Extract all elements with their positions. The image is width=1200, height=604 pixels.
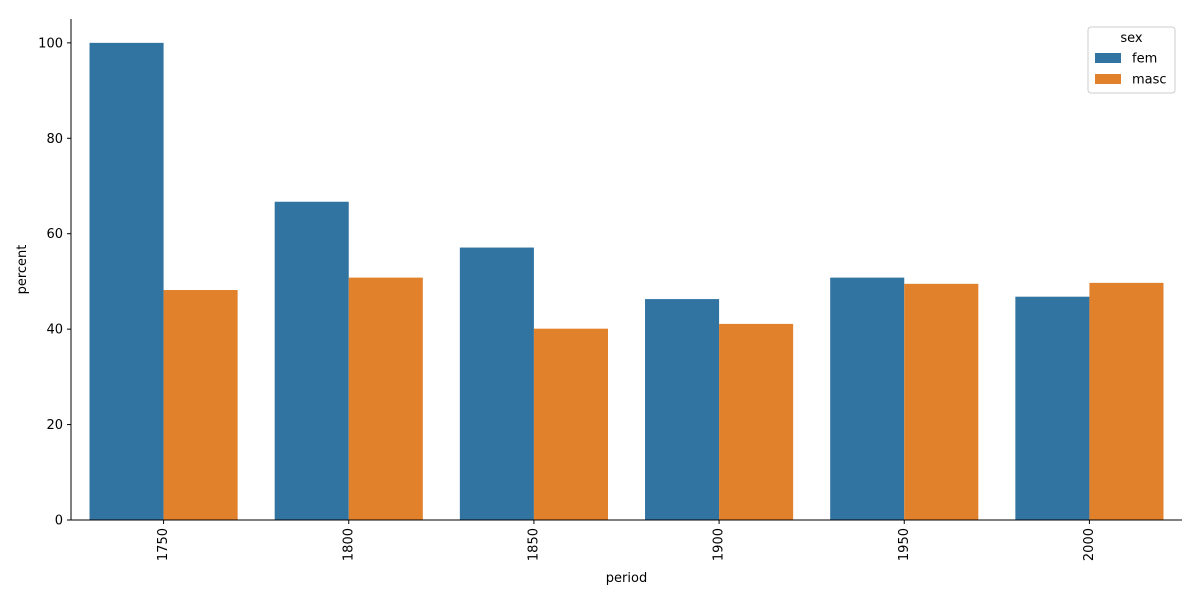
bar-masc-2000 [1089,282,1164,520]
legend-swatch-fem [1095,53,1121,63]
x-tick-label: 1750 [156,528,171,561]
bar-fem-1750 [89,42,164,520]
bar-fem-1900 [645,299,720,520]
x-tick-label: 1850 [526,528,541,561]
x-tick-label: 1950 [897,528,912,561]
legend-swatch-masc [1095,74,1121,84]
axes-layer [70,19,1182,521]
x-ticks: 1750 1800 1850 1900 1950 2000 [156,520,1097,561]
x-tick-label: 1900 [712,528,727,561]
y-tick-label: 60 [46,227,63,242]
bar-masc-1950 [904,283,979,520]
bar-fem-1950 [830,277,905,520]
x-tick-label: 1800 [341,528,356,561]
y-tick-label: 100 [38,36,63,51]
bars-layer [89,42,1164,520]
bar-masc-1750 [163,290,238,520]
bar-masc-1850 [533,328,608,520]
legend-title: sex [1120,31,1143,46]
y-tick-label: 40 [46,323,63,338]
y-tick-label: 80 [46,132,63,147]
bar-masc-1900 [719,323,794,520]
legend: sex fem masc [1087,26,1176,94]
legend-label-fem: fem [1132,52,1157,67]
bar-fem-2000 [1015,296,1090,520]
bar-fem-1850 [459,247,534,520]
y-tick-label: 20 [46,418,63,433]
y-axis-label: percent [15,245,30,295]
legend-items: fem masc [1095,52,1167,88]
bar-fem-1800 [274,201,349,520]
legend-label-masc: masc [1132,73,1167,88]
y-ticks: 0 20 40 60 80 100 [38,36,71,529]
x-tick-label: 2000 [1082,528,1097,561]
y-tick-label: 0 [55,514,63,529]
x-axis-label: period [606,571,647,586]
bar-masc-1800 [348,277,423,520]
